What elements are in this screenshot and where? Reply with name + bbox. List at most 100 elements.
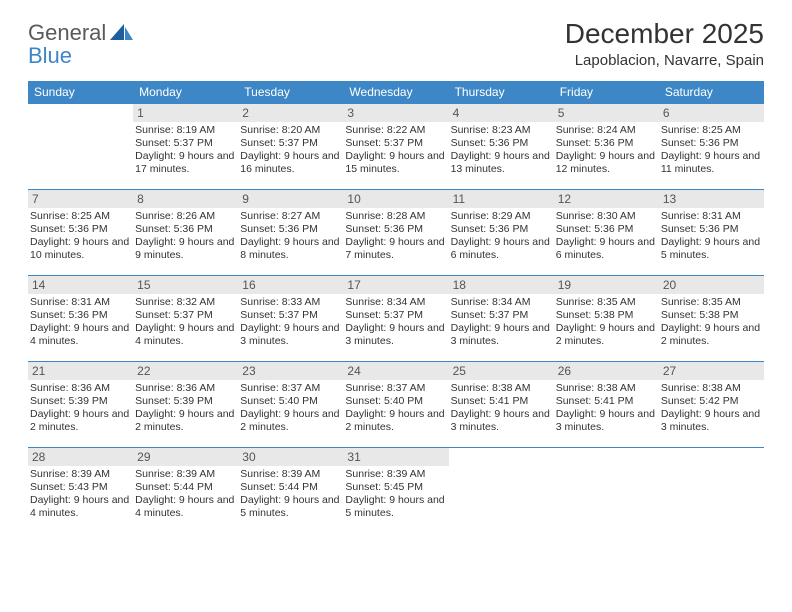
calendar-cell: 27 Sunrise: 8:38 AMSunset: 5:42 PMDayligh… [659,362,764,448]
calendar-cell [28,104,133,190]
day-detail: Sunrise: 8:25 AMSunset: 5:36 PMDaylight:… [28,210,133,263]
day-detail: Sunrise: 8:39 AMSunset: 5:44 PMDaylight:… [133,468,238,521]
day-detail: Sunrise: 8:28 AMSunset: 5:36 PMDaylight:… [343,210,448,263]
day-detail: Sunrise: 8:31 AMSunset: 5:36 PMDaylight:… [28,296,133,349]
day-header: Friday [554,81,659,104]
day-detail: Sunrise: 8:31 AMSunset: 5:36 PMDaylight:… [659,210,764,263]
calendar-cell: 18 Sunrise: 8:34 AMSunset: 5:37 PMDayligh… [449,276,554,362]
day-detail: Sunrise: 8:24 AMSunset: 5:36 PMDaylight:… [554,124,659,177]
calendar-row: 21Sunrise: 8:36 AMSunset: 5:39 PMDayligh… [28,362,764,448]
calendar-cell: 7 Sunrise: 8:25 AMSunset: 5:36 PMDaylight… [28,190,133,276]
day-number: 15 [133,276,238,294]
calendar-table: SundayMondayTuesdayWednesdayThursdayFrid… [28,81,764,534]
calendar-cell: 15Sunrise: 8:32 AMSunset: 5:37 PMDayligh… [133,276,238,362]
day-detail: Sunrise: 8:38 AMSunset: 5:41 PMDaylight:… [554,382,659,435]
day-detail: Sunrise: 8:39 AMSunset: 5:44 PMDaylight:… [238,468,343,521]
day-detail: Sunrise: 8:26 AMSunset: 5:36 PMDaylight:… [133,210,238,263]
day-header: Saturday [659,81,764,104]
calendar-cell: 19Sunrise: 8:35 AMSunset: 5:38 PMDayligh… [554,276,659,362]
calendar-cell: 4 Sunrise: 8:23 AMSunset: 5:36 PMDaylight… [449,104,554,190]
day-number: 24 [343,362,448,380]
day-number: 13 [659,190,764,208]
calendar-row: 7 Sunrise: 8:25 AMSunset: 5:36 PMDaylight… [28,190,764,276]
day-header: Thursday [449,81,554,104]
calendar-cell: 24 Sunrise: 8:37 AMSunset: 5:40 PMDayligh… [343,362,448,448]
day-number: 18 [449,276,554,294]
calendar-cell: 9 Sunrise: 8:27 AMSunset: 5:36 PMDaylight… [238,190,343,276]
day-number: 4 [449,104,554,122]
day-detail: Sunrise: 8:25 AMSunset: 5:36 PMDaylight:… [659,124,764,177]
calendar-cell: 20Sunrise: 8:35 AMSunset: 5:38 PMDayligh… [659,276,764,362]
calendar-cell: 14Sunrise: 8:31 AMSunset: 5:36 PMDayligh… [28,276,133,362]
day-number: 21 [28,362,133,380]
calendar-row: 28 Sunrise: 8:39 AMSunset: 5:43 PMDayligh… [28,448,764,534]
sail-icon [110,24,134,49]
calendar-cell: 12Sunrise: 8:30 AMSunset: 5:36 PMDayligh… [554,190,659,276]
day-detail: Sunrise: 8:22 AMSunset: 5:37 PMDaylight:… [343,124,448,177]
day-detail: Sunrise: 8:38 AMSunset: 5:41 PMDaylight:… [449,382,554,435]
day-detail: Sunrise: 8:36 AMSunset: 5:39 PMDaylight:… [133,382,238,435]
day-number: 31 [343,448,448,466]
day-detail: Sunrise: 8:39 AMSunset: 5:43 PMDaylight:… [28,468,133,521]
calendar-cell: 13 Sunrise: 8:31 AMSunset: 5:36 PMDayligh… [659,190,764,276]
day-number: 16 [238,276,343,294]
day-number: 29 [133,448,238,466]
calendar-row: 14Sunrise: 8:31 AMSunset: 5:36 PMDayligh… [28,276,764,362]
day-number: 8 [133,190,238,208]
calendar-cell: 30 Sunrise: 8:39 AMSunset: 5:44 PMDayligh… [238,448,343,534]
day-number: 6 [659,104,764,122]
day-number: 17 [343,276,448,294]
location: Lapoblacion, Navarre, Spain [565,52,764,69]
day-number: 11 [449,190,554,208]
day-number: 30 [238,448,343,466]
day-detail: Sunrise: 8:23 AMSunset: 5:36 PMDaylight:… [449,124,554,177]
day-header: Monday [133,81,238,104]
day-detail: Sunrise: 8:29 AMSunset: 5:36 PMDaylight:… [449,210,554,263]
calendar-cell: 6 Sunrise: 8:25 AMSunset: 5:36 PMDaylight… [659,104,764,190]
calendar-cell [659,448,764,534]
calendar-cell: 1Sunrise: 8:19 AMSunset: 5:37 PMDaylight… [133,104,238,190]
calendar-cell: 17 Sunrise: 8:34 AMSunset: 5:37 PMDayligh… [343,276,448,362]
title-block: December 2025 Lapoblacion, Navarre, Spai… [565,18,764,69]
day-detail: Sunrise: 8:38 AMSunset: 5:42 PMDaylight:… [659,382,764,435]
day-number: 10 [343,190,448,208]
day-number: 22 [133,362,238,380]
day-detail: Sunrise: 8:27 AMSunset: 5:36 PMDaylight:… [238,210,343,263]
day-number: 12 [554,190,659,208]
calendar-cell: 10 Sunrise: 8:28 AMSunset: 5:36 PMDayligh… [343,190,448,276]
calendar-cell [554,448,659,534]
calendar-cell: 11 Sunrise: 8:29 AMSunset: 5:36 PMDayligh… [449,190,554,276]
day-detail: Sunrise: 8:37 AMSunset: 5:40 PMDaylight:… [343,382,448,435]
day-header-row: SundayMondayTuesdayWednesdayThursdayFrid… [28,81,764,104]
day-header: Tuesday [238,81,343,104]
header: General Blue December 2025 Lapoblacion, … [28,18,764,69]
day-number: 7 [28,190,133,208]
calendar-cell: 2Sunrise: 8:20 AMSunset: 5:37 PMDaylight… [238,104,343,190]
day-detail: Sunrise: 8:39 AMSunset: 5:45 PMDaylight:… [343,468,448,521]
calendar-cell [449,448,554,534]
day-detail: Sunrise: 8:36 AMSunset: 5:39 PMDaylight:… [28,382,133,435]
calendar-row: 1Sunrise: 8:19 AMSunset: 5:37 PMDaylight… [28,104,764,190]
calendar-cell: 3 Sunrise: 8:22 AMSunset: 5:37 PMDaylight… [343,104,448,190]
day-detail: Sunrise: 8:35 AMSunset: 5:38 PMDaylight:… [554,296,659,349]
day-detail: Sunrise: 8:34 AMSunset: 5:37 PMDaylight:… [449,296,554,349]
day-number: 2 [238,104,343,122]
month-title: December 2025 [565,18,764,50]
day-number: 25 [449,362,554,380]
day-number: 27 [659,362,764,380]
day-detail: Sunrise: 8:34 AMSunset: 5:37 PMDaylight:… [343,296,448,349]
day-number: 23 [238,362,343,380]
calendar-cell: 21 Sunrise: 8:36 AMSunset: 5:39 PMDayligh… [28,362,133,448]
day-detail: Sunrise: 8:33 AMSunset: 5:37 PMDaylight:… [238,296,343,349]
day-number: 28 [28,448,133,466]
calendar-cell: 25 Sunrise: 8:38 AMSunset: 5:41 PMDayligh… [449,362,554,448]
day-header: Sunday [28,81,133,104]
day-number: 3 [343,104,448,122]
calendar-cell: 31 Sunrise: 8:39 AMSunset: 5:45 PMDayligh… [343,448,448,534]
day-number: 9 [238,190,343,208]
calendar-cell: 16 Sunrise: 8:33 AMSunset: 5:37 PMDayligh… [238,276,343,362]
calendar-cell: 23 Sunrise: 8:37 AMSunset: 5:40 PMDayligh… [238,362,343,448]
day-number: 5 [554,104,659,122]
calendar-cell: 8 Sunrise: 8:26 AMSunset: 5:36 PMDaylight… [133,190,238,276]
day-detail: Sunrise: 8:37 AMSunset: 5:40 PMDaylight:… [238,382,343,435]
